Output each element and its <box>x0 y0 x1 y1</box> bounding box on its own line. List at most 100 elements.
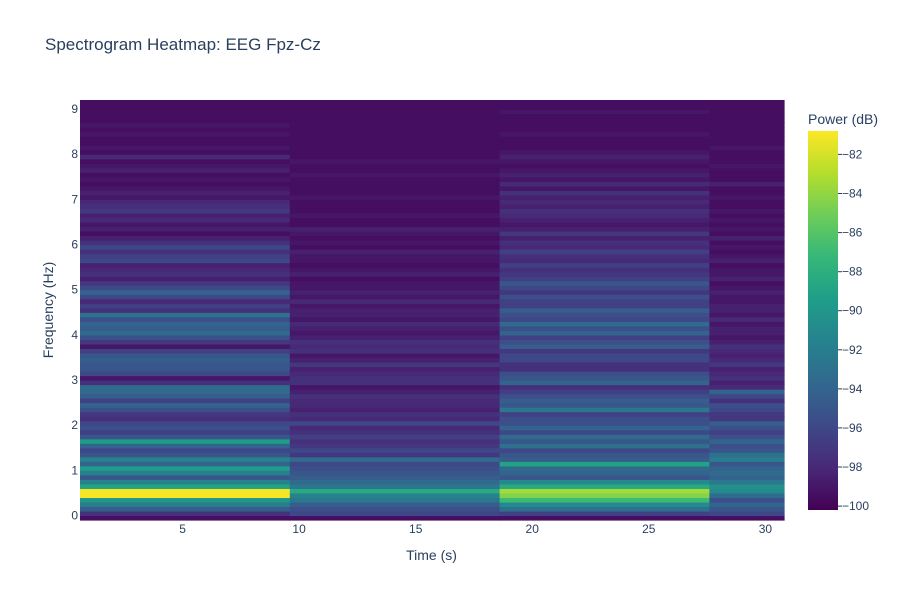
heatmap-cell <box>709 176 785 182</box>
heatmap-cell <box>289 149 501 155</box>
heatmap-cell <box>709 208 785 214</box>
heatmap-cells <box>80 100 785 521</box>
heatmap-cell <box>499 118 710 124</box>
heatmap-cell <box>289 492 501 499</box>
heatmap-cell <box>499 474 710 480</box>
heatmap-cell <box>80 167 291 173</box>
y-tick-label: 3 <box>71 373 78 387</box>
heatmap-cell <box>499 452 710 458</box>
x-tick-label: 25 <box>642 522 656 536</box>
heatmap-cell <box>80 181 291 187</box>
colorbar-tick-label: −86 <box>842 226 863 240</box>
heatmap-cell <box>709 389 785 395</box>
heatmap-cell <box>499 515 710 521</box>
heatmap-cell <box>80 461 291 467</box>
heatmap-cell <box>80 145 291 151</box>
x-axis-ticks: 5 10 15 20 25 30 <box>179 522 772 536</box>
heatmap-cell <box>80 285 291 291</box>
heatmap-cell <box>289 163 501 169</box>
heatmap-cell <box>80 492 291 499</box>
heatmap-cell <box>289 285 501 291</box>
heatmap-cell <box>80 479 291 485</box>
heatmap-cell <box>499 276 710 282</box>
heatmap-cell <box>80 483 291 489</box>
heatmap-cell <box>289 154 501 160</box>
heatmap-cell <box>289 136 501 142</box>
heatmap-cell <box>289 294 501 300</box>
y-tick-label: 7 <box>71 192 78 206</box>
heatmap-cell <box>80 271 291 277</box>
heatmap-cell <box>499 420 710 426</box>
colorbar-tick-label: −100 <box>842 499 869 513</box>
heatmap-cell <box>289 267 501 273</box>
heatmap-cell <box>289 289 501 295</box>
heatmap-cell <box>80 262 291 268</box>
heatmap-cell <box>709 271 785 277</box>
heatmap-cell <box>80 425 291 431</box>
heatmap-cell <box>80 429 291 435</box>
heatmap-cell <box>499 199 710 205</box>
heatmap-cell <box>709 497 785 503</box>
heatmap-cell <box>289 122 501 128</box>
heatmap-cell <box>289 316 501 322</box>
colorbar-tick-label: −90 <box>842 304 863 318</box>
heatmap-cell <box>499 321 710 327</box>
heatmap-cell <box>709 325 785 331</box>
heatmap-cell <box>499 501 710 508</box>
heatmap-cell <box>709 303 785 309</box>
heatmap-cell <box>709 307 785 313</box>
heatmap-cell <box>289 465 501 471</box>
heatmap-cell <box>289 497 501 503</box>
heatmap-cell <box>709 343 785 349</box>
heatmap-cell <box>499 461 710 467</box>
heatmap-cell <box>289 479 501 485</box>
heatmap-cell <box>80 240 291 246</box>
colorbar-tick-label: −82 <box>842 147 863 161</box>
heatmap-cell <box>80 163 291 169</box>
x-tick-label: 15 <box>409 522 423 536</box>
heatmap-cell <box>499 411 710 417</box>
heatmap-cell <box>499 483 710 489</box>
heatmap-cell <box>499 262 710 268</box>
heatmap-cell <box>709 212 785 219</box>
heatmap-cell <box>709 235 785 241</box>
heatmap-cell <box>80 402 291 408</box>
y-tick-label: 9 <box>71 102 78 116</box>
heatmap-cell <box>80 389 291 395</box>
heatmap-cell <box>80 407 291 413</box>
colorbar <box>808 131 838 510</box>
heatmap-cell <box>289 429 501 435</box>
heatmap-cell <box>80 380 291 386</box>
heatmap-cell <box>289 452 501 458</box>
heatmap-cell <box>289 384 501 390</box>
heatmap-cell <box>80 113 291 119</box>
heatmap-cell <box>80 312 291 318</box>
heatmap-cell <box>499 389 710 395</box>
heatmap-cell <box>709 230 785 237</box>
heatmap-cell <box>289 352 501 359</box>
heatmap-cell <box>289 366 501 372</box>
heatmap-cell <box>80 235 291 241</box>
heatmap-cell <box>709 501 785 508</box>
heatmap-cell <box>709 167 785 173</box>
heatmap-cell <box>499 447 710 453</box>
heatmap-cell <box>499 226 710 232</box>
heatmap-cell <box>289 361 501 368</box>
heatmap-cell <box>709 515 785 521</box>
heatmap-cell <box>709 452 785 458</box>
heatmap-cell <box>289 258 501 264</box>
heatmap-cell <box>289 176 501 182</box>
heatmap-cell <box>499 271 710 277</box>
heatmap-cell <box>499 384 710 390</box>
heatmap-cell <box>709 316 785 322</box>
heatmap-cell <box>289 194 501 200</box>
heatmap-cell <box>499 221 710 228</box>
heatmap-cell <box>709 384 785 390</box>
heatmap-cell <box>709 375 785 381</box>
heatmap-cell <box>499 425 710 431</box>
heatmap-cell <box>80 488 291 494</box>
heatmap-cell <box>80 510 291 517</box>
heatmap-cell <box>80 100 291 110</box>
heatmap-cell <box>80 470 291 476</box>
heatmap-cell <box>709 492 785 499</box>
